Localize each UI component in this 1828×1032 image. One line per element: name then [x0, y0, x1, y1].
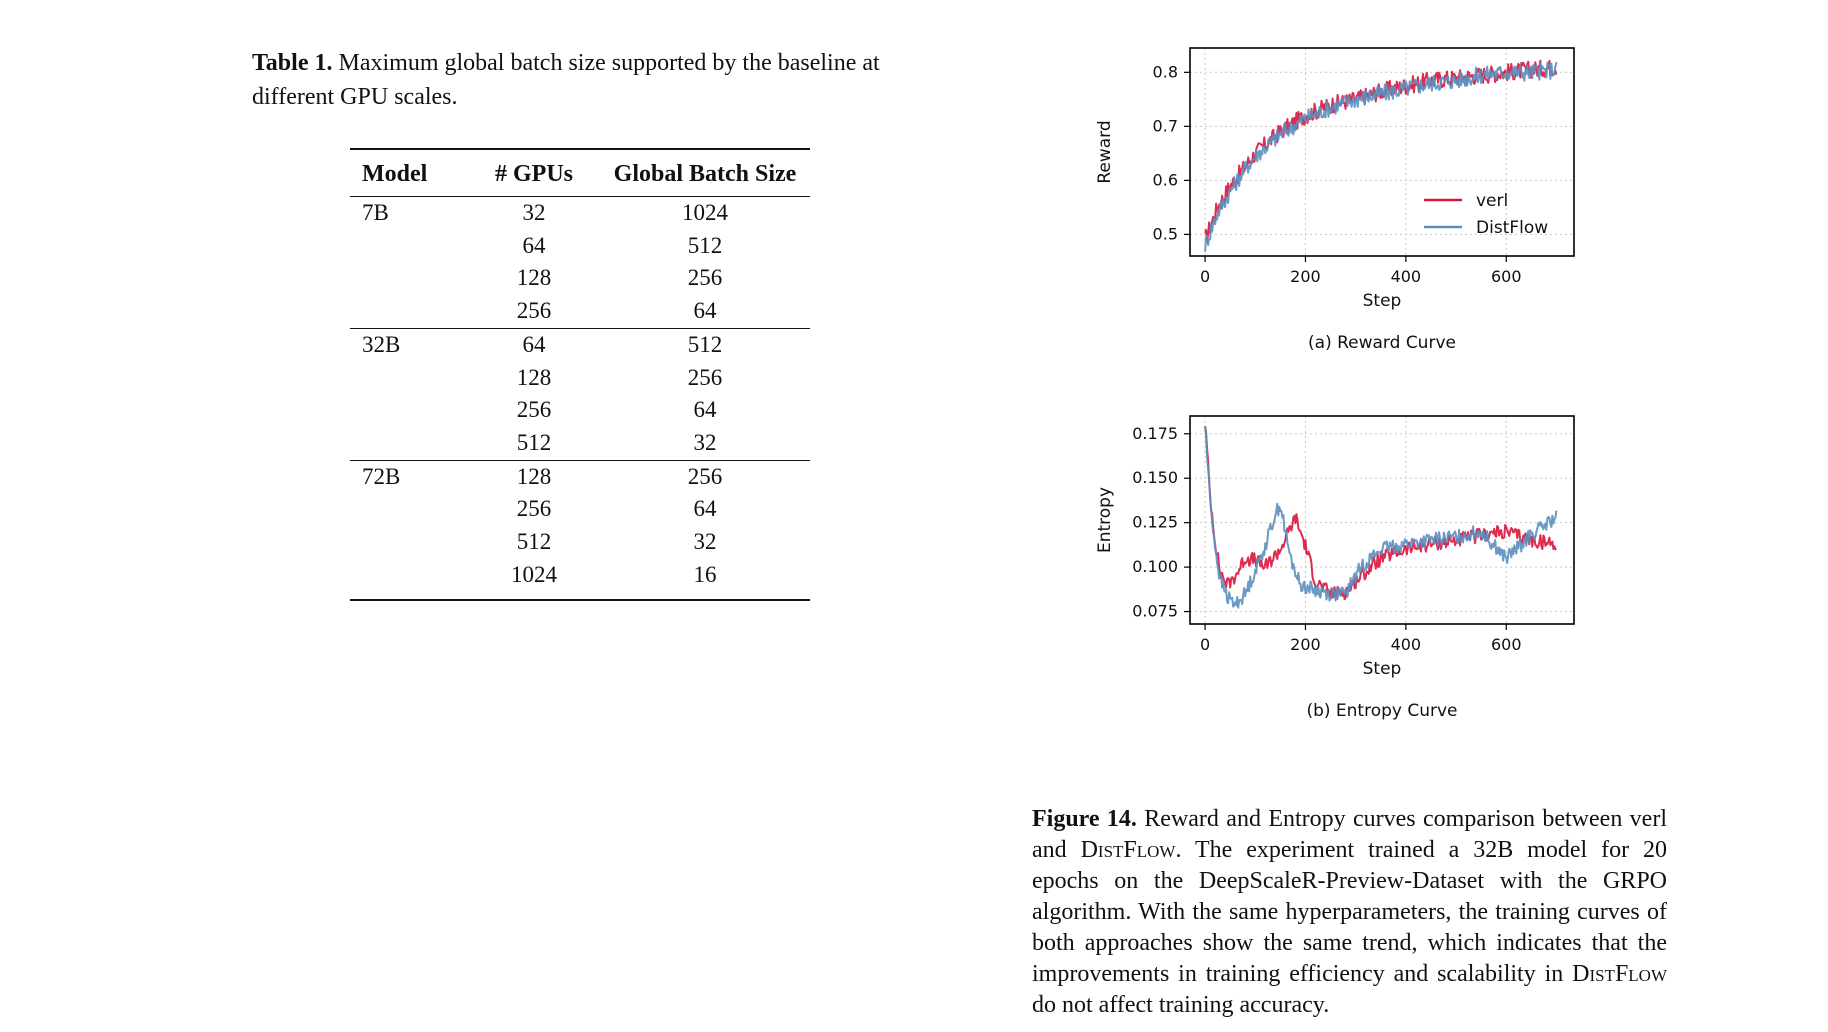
- table-row: 256 64: [350, 493, 810, 526]
- reward-chart: 0 200 400 600 0.5 0.6 0.7 0.8 Step Reward verl Dist…: [1040, 40, 1680, 410]
- cell-gpus: 128: [468, 459, 600, 494]
- cell-batch-size: 64: [693, 496, 717, 522]
- header-model: Model: [350, 148, 468, 197]
- cell-batch-size: 32: [693, 429, 717, 455]
- cell-gpus: 256: [516, 298, 552, 324]
- cell-gpus: 512: [516, 429, 552, 455]
- entropy-series-verl: [1204, 425, 1557, 601]
- table-caption: Table 1. Maximum global batch size suppo…: [252, 46, 912, 114]
- distflow-name-1: DistFlow: [1080, 837, 1176, 863]
- entropy-subcaption: (b) Entropy Curve: [1306, 701, 1457, 721]
- table-row: 256 64: [350, 394, 810, 427]
- reward-xtick-label: 200: [1290, 267, 1321, 286]
- distflow-name-2: DistFlow: [1572, 961, 1667, 987]
- cell-gpus: 512: [516, 529, 552, 555]
- entropy-ytick-label: 0.100: [1132, 557, 1178, 576]
- cell-model: [350, 427, 468, 460]
- reward-xaxis-label: Step: [1363, 291, 1402, 311]
- entropy-xtick-label: 600: [1491, 635, 1522, 654]
- figure-caption-text-3: do not affect training accuracy.: [1032, 992, 1330, 1018]
- table-row: 72B 128 256: [350, 459, 810, 494]
- table-row: 32B 64 512: [350, 327, 810, 362]
- reward-legend-label: DistFlow: [1476, 218, 1548, 238]
- reward-xtick-label: 600: [1491, 267, 1522, 286]
- cell-gpus: 256: [516, 496, 552, 522]
- reward-ytick-label: 0.6: [1153, 170, 1178, 189]
- cell-batch-size: 64: [693, 397, 717, 423]
- entropy-ytick-label: 0.075: [1132, 602, 1178, 621]
- entropy-series-distflow: [1204, 426, 1558, 609]
- reward-series-distflow: [1204, 61, 1558, 252]
- table-caption-label: Table 1.: [252, 50, 333, 76]
- entropy-xaxis-label: Step: [1363, 659, 1402, 679]
- cell-batch-size: 64: [693, 298, 717, 324]
- header-batch-size: Global Batch Size: [600, 148, 810, 197]
- cell-batch-size: 512: [687, 232, 723, 258]
- cell-gpus: 256: [516, 397, 552, 423]
- cell-model: [350, 262, 468, 295]
- reward-ytick-label: 0.7: [1153, 116, 1178, 135]
- entropy-yaxis-label: Entropy: [1095, 487, 1115, 553]
- header-gpus: # GPUs: [468, 148, 600, 197]
- reward-chart-svg: 0 200 400 600 0.5 0.6 0.7 0.8 Step Reward verl Dist…: [1095, 47, 1575, 353]
- table-row: 256 64: [350, 295, 810, 328]
- figure-caption-text-2: . The experiment trained a 32B model for…: [1032, 837, 1667, 987]
- cell-model: 32B: [350, 327, 468, 362]
- cell-model: [350, 394, 468, 427]
- reward-xtick-label: 400: [1391, 267, 1422, 286]
- reward-subcaption: (a) Reward Curve: [1308, 333, 1456, 353]
- entropy-chart: 0 200 400 600 0.075 0.100 0.125 0.150 0.175 Step E…: [1040, 408, 1680, 778]
- table-row: 7B 32 1024: [350, 197, 810, 230]
- cell-model: [350, 362, 468, 395]
- cell-model: [350, 558, 468, 602]
- cell-gpus: 32: [522, 200, 546, 225]
- cell-model: [350, 295, 468, 328]
- cell-gpus: 128: [516, 364, 552, 390]
- reward-legend-label: verl: [1476, 191, 1508, 211]
- entropy-ytick-label: 0.175: [1132, 424, 1178, 443]
- reward-yaxis-label: Reward: [1095, 120, 1115, 183]
- batch-size-table: Model # GPUs Global Batch Size 7B 32 1024 6…: [350, 148, 810, 602]
- cell-batch-size: 16: [600, 558, 810, 602]
- table-row: 1024 16: [350, 558, 810, 602]
- reward-ytick-label: 0.8: [1153, 62, 1178, 81]
- cell-gpus: 128: [516, 265, 552, 291]
- table-body: 7B 32 1024 64 512 128 256 256 64 32B 64 512 128 256 25…: [350, 197, 810, 602]
- cell-gpus: 64: [522, 232, 546, 258]
- entropy-ytick-label: 0.125: [1132, 513, 1178, 532]
- figure-caption: Figure 14. Reward and Entropy curves com…: [1032, 804, 1667, 1021]
- cell-batch-size: 1024: [682, 200, 728, 225]
- table-row: 128 256: [350, 362, 810, 395]
- entropy-xtick-label: 0: [1200, 635, 1210, 654]
- cell-model: [350, 493, 468, 526]
- table-header-row: Model # GPUs Global Batch Size: [350, 148, 810, 197]
- table-row: 512 32: [350, 526, 810, 559]
- figure-caption-text-1: Reward and Entropy curves comparison bet…: [1032, 806, 1667, 863]
- table-row: 128 256: [350, 262, 810, 295]
- cell-batch-size: 256: [687, 265, 723, 291]
- table-caption-text: Maximum global batch size supported by t…: [252, 50, 880, 110]
- reward-plot-frame: [1189, 47, 1575, 257]
- entropy-plot-frame: [1189, 415, 1575, 625]
- cell-model: 7B: [362, 200, 389, 225]
- cell-batch-size: 256: [687, 364, 723, 390]
- entropy-ytick-label: 0.150: [1132, 468, 1178, 487]
- figure-caption-label: Figure 14.: [1032, 806, 1137, 832]
- cell-model: 72B: [350, 459, 468, 494]
- entropy-chart-svg: 0 200 400 600 0.075 0.100 0.125 0.150 0.175 Step E…: [1095, 415, 1575, 721]
- entropy-xtick-label: 400: [1391, 635, 1422, 654]
- cell-batch-size: 32: [693, 529, 717, 555]
- cell-gpus: 64: [468, 327, 600, 362]
- entropy-xtick-label: 200: [1290, 635, 1321, 654]
- cell-model: [350, 526, 468, 559]
- reward-xtick-label: 0: [1200, 267, 1210, 286]
- cell-gpus: 1024: [468, 558, 600, 602]
- cell-batch-size: 256: [600, 459, 810, 494]
- cell-model: [350, 230, 468, 263]
- table-row: 512 32: [350, 427, 810, 460]
- reward-ytick-label: 0.5: [1153, 224, 1178, 243]
- cell-batch-size: 512: [600, 327, 810, 362]
- table-row: 64 512: [350, 230, 810, 263]
- reward-series-verl: [1204, 59, 1558, 243]
